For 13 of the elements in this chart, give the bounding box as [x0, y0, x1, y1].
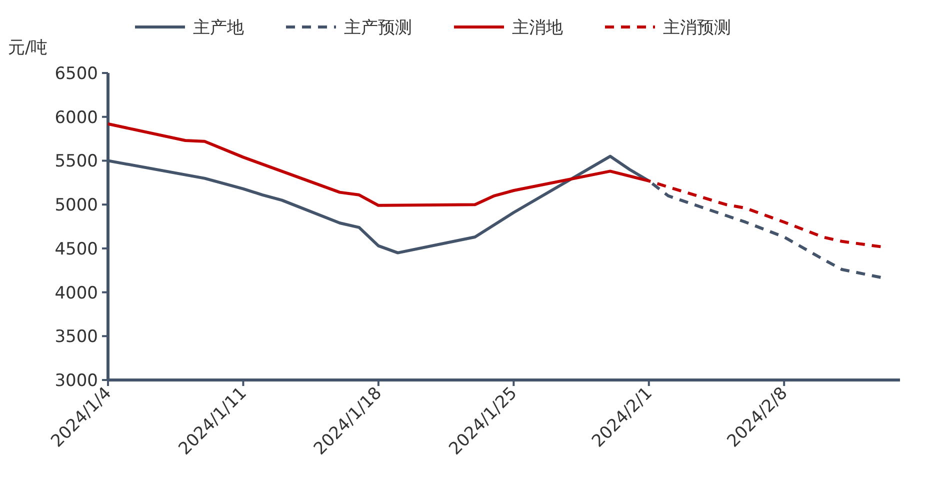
y-tick-label: 5500: [54, 152, 98, 172]
legend-label: 主消预测: [663, 18, 731, 38]
y-tick-label: 3500: [54, 327, 98, 348]
y-axis-title: 元/吨: [8, 38, 48, 58]
y-tick-label: 6000: [54, 108, 98, 128]
y-tick-label: 4000: [54, 283, 98, 304]
y-tick-label: 6500: [54, 64, 98, 84]
legend-label: 主产预测: [344, 18, 412, 38]
y-tick-label: 3000: [54, 371, 98, 391]
legend-label: 主消地: [512, 18, 563, 38]
y-tick-label: 4500: [54, 239, 98, 260]
legend-label: 主产地: [193, 18, 244, 38]
y-tick-label: 5000: [54, 196, 98, 216]
